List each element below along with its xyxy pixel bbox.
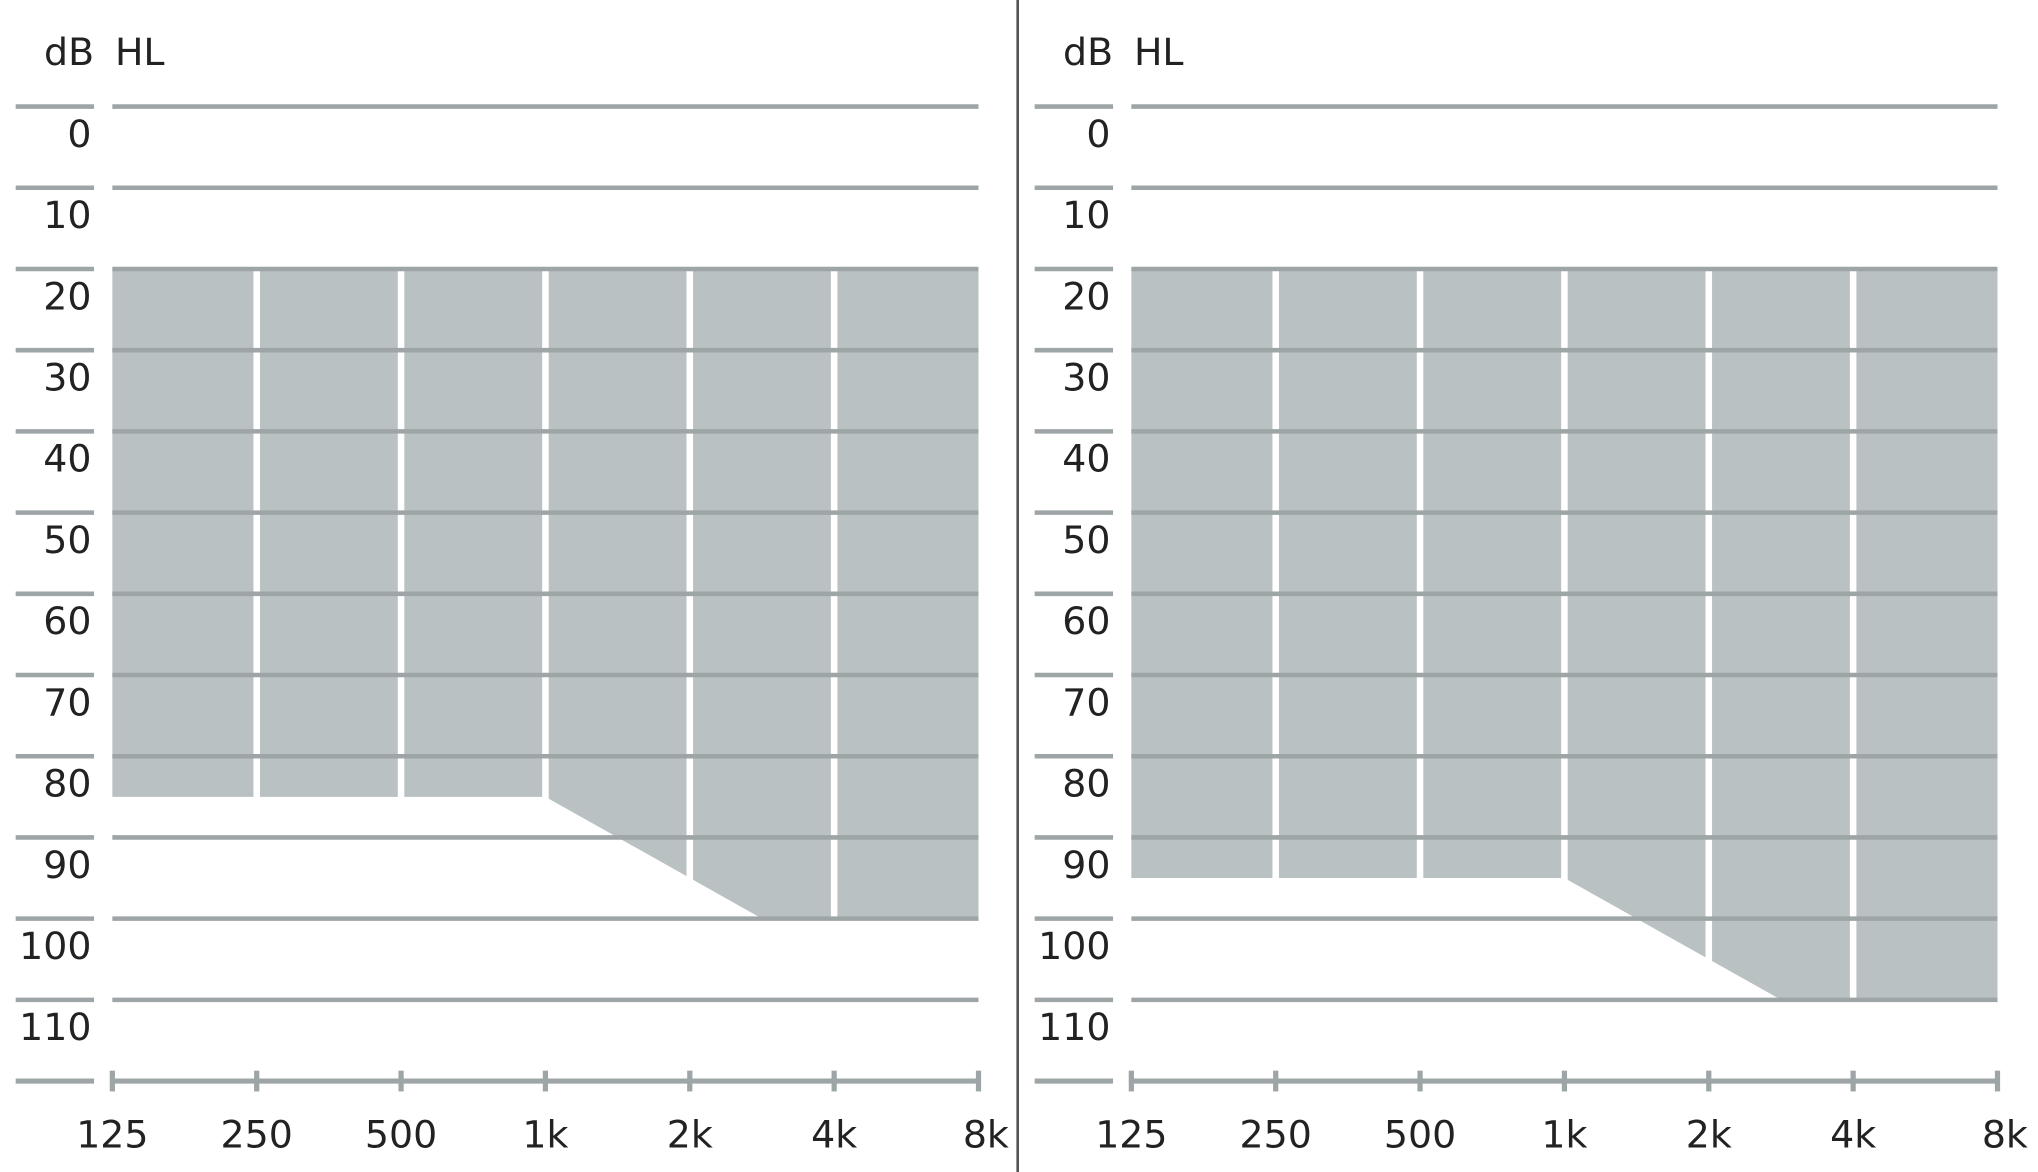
y-axis-unit: dB: [44, 30, 94, 74]
x-tick-label: 4k: [1830, 1112, 1876, 1156]
x-tick-label: 2k: [667, 1112, 713, 1156]
y-tick-label: 60: [1062, 599, 1110, 643]
x-tick-label: 4k: [811, 1112, 857, 1156]
y-tick-label: 80: [43, 762, 91, 806]
x-tick-label: 500: [365, 1112, 437, 1156]
y-axis-label: HL: [115, 30, 165, 74]
y-tick-label: 90: [43, 843, 91, 887]
x-tick-label: 1k: [522, 1112, 568, 1156]
y-tick-label: 70: [1062, 680, 1110, 724]
y-tick-label: 80: [1062, 762, 1110, 806]
y-tick-label: 100: [1038, 924, 1110, 968]
y-tick-label: 60: [43, 599, 91, 643]
y-axis-unit: dB: [1063, 30, 1113, 74]
y-tick-label: 90: [1062, 843, 1110, 887]
y-tick-label: 20: [1062, 274, 1110, 318]
y-tick-label: 40: [1062, 437, 1110, 481]
y-tick-label: 30: [43, 356, 91, 400]
x-tick-label: 8k: [1982, 1112, 2028, 1156]
y-tick-label: 110: [1038, 1005, 1110, 1049]
y-tick-label: 10: [1062, 193, 1110, 237]
x-tick-label: 250: [221, 1112, 293, 1156]
y-tick-label: 110: [19, 1005, 91, 1049]
y-tick-label: 70: [43, 680, 91, 724]
y-tick-label: 40: [43, 437, 91, 481]
y-tick-label: 0: [67, 112, 91, 156]
y-tick-label: 100: [19, 924, 91, 968]
x-tick-label: 125: [76, 1112, 148, 1156]
y-tick-label: 50: [1062, 518, 1110, 562]
y-tick-label: 20: [43, 274, 91, 318]
x-tick-label: 1k: [1541, 1112, 1587, 1156]
x-tick-label: 8k: [963, 1112, 1009, 1156]
x-tick-label: 250: [1240, 1112, 1312, 1156]
y-tick-label: 30: [1062, 356, 1110, 400]
y-axis-label: HL: [1134, 30, 1184, 74]
y-tick-label: 0: [1086, 112, 1110, 156]
x-tick-label: 125: [1095, 1112, 1167, 1156]
y-tick-label: 50: [43, 518, 91, 562]
y-tick-label: 10: [43, 193, 91, 237]
x-tick-label: 2k: [1686, 1112, 1732, 1156]
x-tick-label: 500: [1384, 1112, 1456, 1156]
